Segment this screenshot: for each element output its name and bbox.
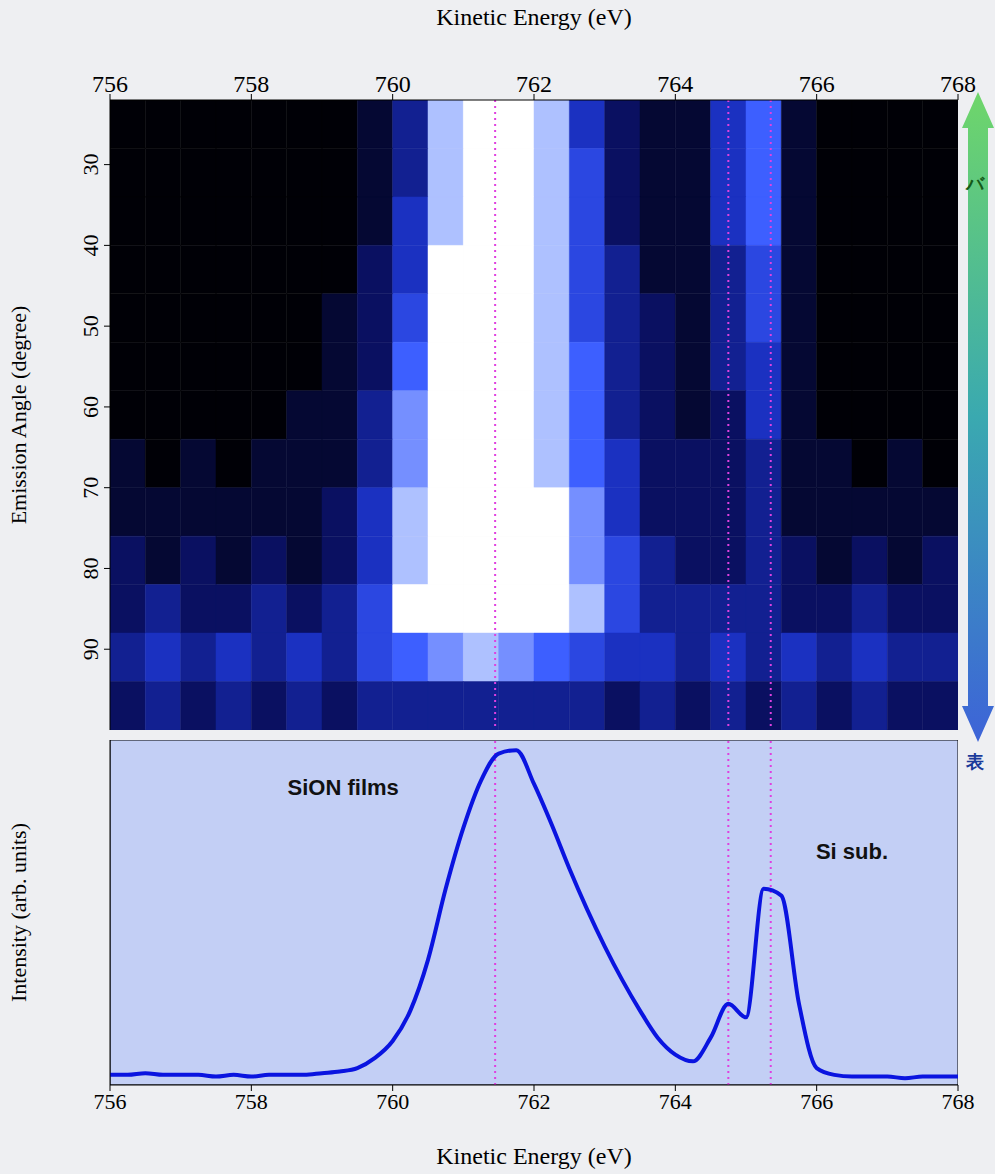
svg-text:バ: バ: [965, 174, 985, 194]
svg-text:30: 30: [78, 154, 103, 176]
svg-text:760: 760: [376, 1089, 409, 1114]
svg-text:40: 40: [78, 234, 103, 256]
svg-text:764: 764: [659, 1089, 692, 1114]
svg-text:764: 764: [657, 71, 693, 97]
svg-text:Intensity (arb. units): Intensity (arb. units): [6, 823, 31, 1002]
svg-text:Kinetic Energy (eV): Kinetic Energy (eV): [436, 4, 631, 30]
svg-text:756: 756: [92, 71, 128, 97]
svg-text:760: 760: [375, 71, 411, 97]
svg-text:758: 758: [235, 1089, 268, 1114]
svg-text:Emission Angle (degree): Emission Angle (degree): [6, 306, 31, 525]
svg-text:50: 50: [78, 315, 103, 337]
svg-text:Si sub.: Si sub.: [816, 839, 888, 864]
svg-text:768: 768: [942, 1089, 975, 1114]
svg-text:90: 90: [78, 638, 103, 660]
svg-text:766: 766: [799, 71, 835, 97]
svg-text:758: 758: [233, 71, 269, 97]
svg-text:70: 70: [78, 477, 103, 499]
svg-text:Kinetic Energy (eV): Kinetic Energy (eV): [436, 1143, 631, 1169]
svg-text:766: 766: [800, 1089, 833, 1114]
svg-text:表: 表: [965, 752, 984, 772]
svg-text:60: 60: [78, 396, 103, 418]
svg-text:762: 762: [518, 1089, 551, 1114]
svg-text:80: 80: [78, 557, 103, 579]
svg-text:768: 768: [940, 71, 976, 97]
svg-text:762: 762: [516, 71, 552, 97]
svg-text:756: 756: [94, 1089, 127, 1114]
svg-text:SiON films: SiON films: [288, 775, 399, 800]
